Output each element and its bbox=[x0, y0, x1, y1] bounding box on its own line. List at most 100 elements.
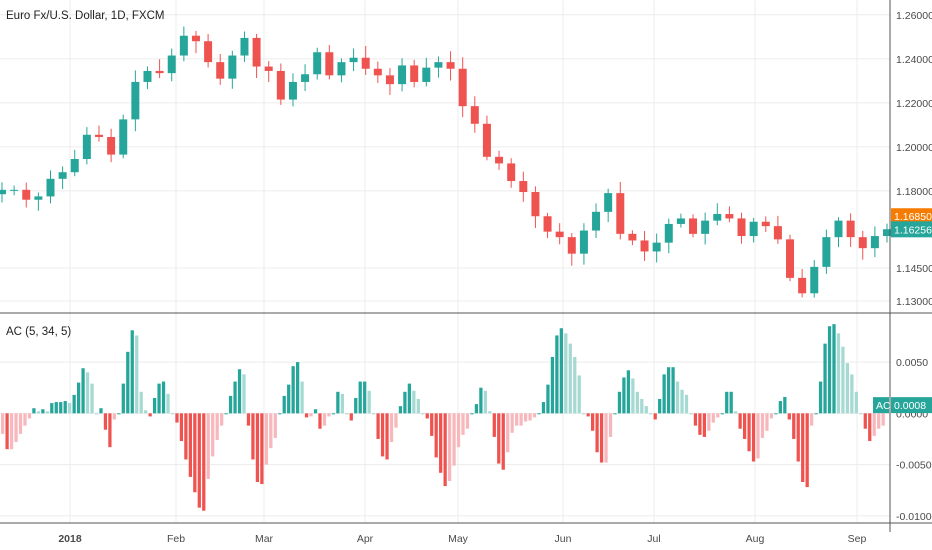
candle-body bbox=[810, 266, 819, 294]
candle-body bbox=[131, 81, 140, 120]
candle-body bbox=[773, 226, 782, 240]
ac-bar bbox=[157, 383, 161, 414]
candle-body bbox=[422, 67, 431, 82]
ac-bar bbox=[675, 381, 680, 414]
ac-bar bbox=[425, 413, 429, 419]
candle-body bbox=[240, 37, 249, 56]
ac-bar bbox=[148, 413, 152, 417]
ac-tag-name: AC bbox=[876, 400, 891, 412]
ac-bar bbox=[729, 391, 733, 414]
ac-bar bbox=[707, 413, 711, 431]
ac-bar bbox=[363, 381, 367, 414]
ac-bar bbox=[45, 411, 49, 414]
ac-bar bbox=[68, 403, 72, 414]
ac-bar bbox=[523, 413, 528, 422]
candle-body bbox=[531, 192, 540, 217]
ac-bar bbox=[336, 391, 340, 414]
ac-bar bbox=[532, 413, 537, 418]
ac-bar bbox=[680, 389, 684, 414]
candle-body bbox=[470, 106, 479, 124]
ac-bar bbox=[296, 362, 300, 414]
candle-body bbox=[798, 277, 807, 294]
date-axis-label: Feb bbox=[167, 533, 185, 545]
ac-bar bbox=[90, 383, 94, 414]
ac-bar bbox=[774, 413, 778, 415]
ac-bar bbox=[130, 330, 134, 414]
price-tag-box bbox=[891, 221, 932, 238]
candle-body bbox=[0, 189, 6, 195]
candle-body bbox=[337, 62, 346, 76]
ac-bar bbox=[711, 413, 715, 423]
ac-bar bbox=[376, 413, 380, 439]
ac-bar bbox=[443, 413, 447, 487]
ac-bar bbox=[631, 378, 635, 414]
ac-axis-tick-label: 0.0050 bbox=[896, 357, 928, 369]
price-tag-box bbox=[891, 208, 932, 225]
ac-bar bbox=[769, 413, 774, 419]
ac-bar bbox=[577, 375, 581, 414]
candle-body bbox=[107, 136, 116, 155]
candle-body bbox=[507, 163, 516, 182]
candle-body bbox=[652, 242, 661, 252]
candle-body bbox=[786, 239, 795, 278]
ac-bar bbox=[461, 413, 465, 435]
ac-bar bbox=[54, 402, 58, 414]
ac-bar bbox=[434, 413, 438, 458]
ac-bars bbox=[1, 324, 885, 511]
candle-body bbox=[846, 220, 855, 238]
ac-bar bbox=[345, 413, 349, 415]
ac-bar bbox=[564, 333, 568, 414]
price-chart-title: Euro Fx/U.S. Dollar, 1D, FXCM bbox=[6, 10, 164, 22]
candle-body bbox=[46, 178, 55, 197]
ac-bar bbox=[474, 404, 479, 414]
ac-bar bbox=[854, 391, 858, 414]
ac-bar bbox=[421, 413, 425, 415]
ac-bar bbox=[251, 413, 255, 460]
ac-bar bbox=[220, 413, 224, 426]
ac-bar bbox=[322, 413, 327, 426]
ac-bar bbox=[693, 413, 698, 426]
candle-body bbox=[482, 123, 491, 157]
ac-bar bbox=[760, 413, 765, 438]
ac-bar bbox=[318, 413, 322, 429]
price-axis-tick-label: 1.18000 bbox=[896, 186, 932, 198]
candle-body bbox=[70, 159, 79, 173]
candle-body bbox=[689, 218, 698, 234]
candle-body bbox=[555, 231, 564, 238]
ac-bar bbox=[108, 413, 112, 448]
candle-body bbox=[822, 237, 831, 267]
ac-bar bbox=[103, 413, 108, 430]
ac-bar bbox=[50, 403, 54, 414]
ac-bar bbox=[371, 413, 376, 415]
price-axis-tick-label: 1.22000 bbox=[896, 98, 932, 110]
candle-body bbox=[58, 172, 67, 179]
candle-body bbox=[119, 119, 128, 155]
candle-body bbox=[495, 156, 504, 164]
date-axis-label: Jul bbox=[647, 533, 660, 545]
ac-bar bbox=[135, 335, 139, 414]
ac-bar bbox=[99, 408, 103, 414]
ac-bar bbox=[823, 343, 827, 414]
candle-body bbox=[204, 41, 213, 63]
candle-body bbox=[701, 220, 710, 234]
ac-bar bbox=[27, 413, 32, 419]
ac-bar bbox=[765, 413, 769, 431]
ac-bar bbox=[470, 413, 474, 415]
ac-bar bbox=[282, 395, 286, 414]
ac-bar bbox=[483, 390, 487, 414]
ac-bar bbox=[649, 413, 653, 415]
ac-bar bbox=[568, 343, 572, 414]
ac-bar bbox=[152, 397, 157, 414]
candle-body bbox=[458, 68, 467, 107]
candle-body bbox=[640, 240, 649, 252]
ac-bar bbox=[810, 413, 814, 426]
candle-body bbox=[22, 189, 31, 200]
ac-bar bbox=[313, 409, 318, 414]
ac-bar bbox=[340, 393, 344, 414]
ac-bar bbox=[546, 384, 550, 414]
price-axis-tick-label: 1.26000 bbox=[896, 10, 932, 22]
candle-body bbox=[628, 233, 637, 241]
ac-bar bbox=[349, 413, 353, 421]
ac-value-tag-box bbox=[891, 397, 932, 414]
